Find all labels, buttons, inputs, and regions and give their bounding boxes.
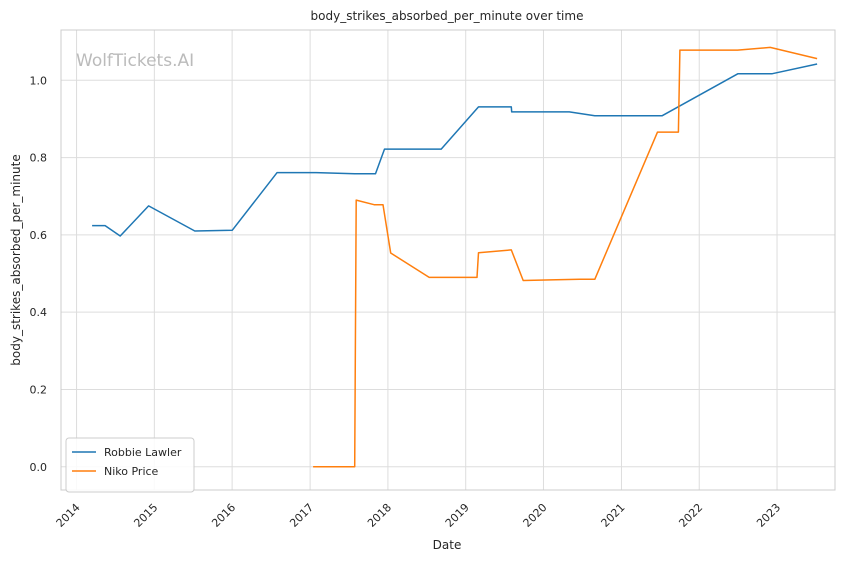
y-axis-ticks: 0.0 0.2 0.4 0.6 0.8 1.0 — [30, 74, 48, 474]
legend-label-robbie-lawler: Robbie Lawler — [104, 446, 182, 459]
series-line-niko-price — [313, 46, 818, 468]
y-tick-label: 0.6 — [30, 229, 48, 242]
legend: Robbie Lawler Niko Price — [65, 437, 195, 493]
y-axis-label: body_strikes_absorbed_per_minute — [9, 154, 23, 365]
x-axis-label: Date — [433, 538, 462, 552]
grid-lines — [61, 30, 835, 490]
chart-title: body_strikes_absorbed_per_minute over ti… — [311, 9, 584, 23]
y-tick-label: 1.0 — [30, 74, 48, 87]
legend-label-niko-price: Niko Price — [104, 465, 159, 478]
watermark: WolfTickets.AI — [76, 51, 194, 71]
y-tick-label: 0.8 — [30, 152, 48, 165]
series-lines — [92, 46, 818, 468]
y-tick-label: 0.4 — [30, 306, 48, 319]
y-tick-label: 0.2 — [30, 383, 48, 396]
legend-box — [65, 437, 195, 493]
y-tick-label: 0.0 — [30, 461, 48, 474]
series-line-robbie-lawler — [92, 63, 818, 237]
plot-area-frame — [60, 29, 836, 491]
